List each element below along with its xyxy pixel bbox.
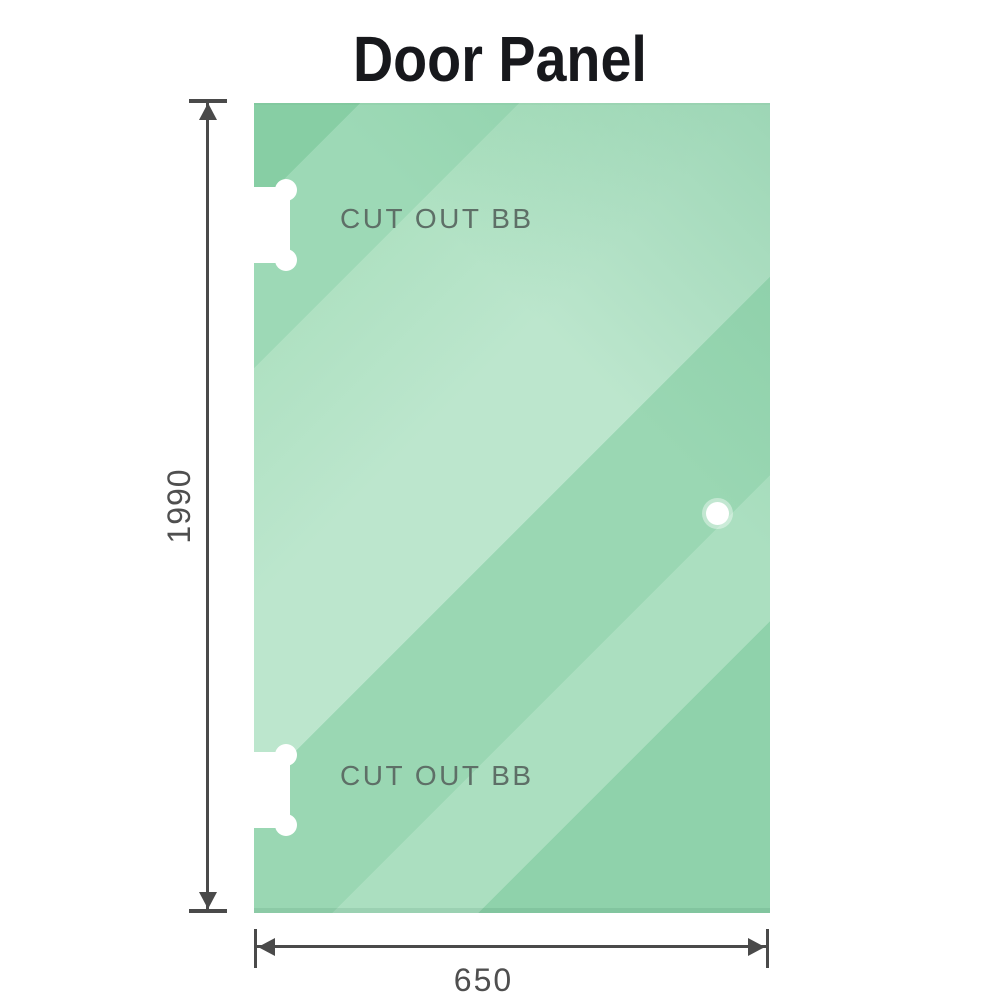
cutout-label-top: CUT OUT BB — [340, 203, 534, 234]
diagram-title-text: Door Panel — [353, 23, 647, 95]
width-dimension-label: 650 — [453, 962, 514, 998]
handle-hole-icon — [706, 502, 729, 525]
arrow-up-icon — [199, 103, 217, 120]
cutout-relief-circle-icon — [275, 179, 297, 201]
arrow-right-icon — [748, 938, 765, 956]
hinge-cutout-bottom — [252, 744, 300, 836]
arrow-down-icon — [199, 892, 217, 909]
dimension-line-horizontal — [257, 945, 766, 948]
cutout-relief-circle-icon — [275, 249, 297, 271]
extension-line-right — [766, 929, 769, 968]
extension-line-top — [189, 99, 227, 103]
glass-door-panel: CUT OUT BB CUT OUT BB — [252, 103, 770, 913]
dimension-line-vertical — [206, 101, 209, 911]
cutout-label-bottom: CUT OUT BB — [340, 760, 534, 791]
diagram-title: Door Panel — [0, 23, 1000, 95]
arrow-left-icon — [258, 938, 275, 956]
cutout-relief-circle-icon — [275, 814, 297, 836]
extension-line-bottom — [189, 909, 227, 913]
height-dimension-label: 1990 — [161, 468, 197, 544]
extension-line-left — [254, 929, 257, 968]
cutout-relief-circle-icon — [275, 744, 297, 766]
hinge-cutout-top — [252, 179, 300, 271]
